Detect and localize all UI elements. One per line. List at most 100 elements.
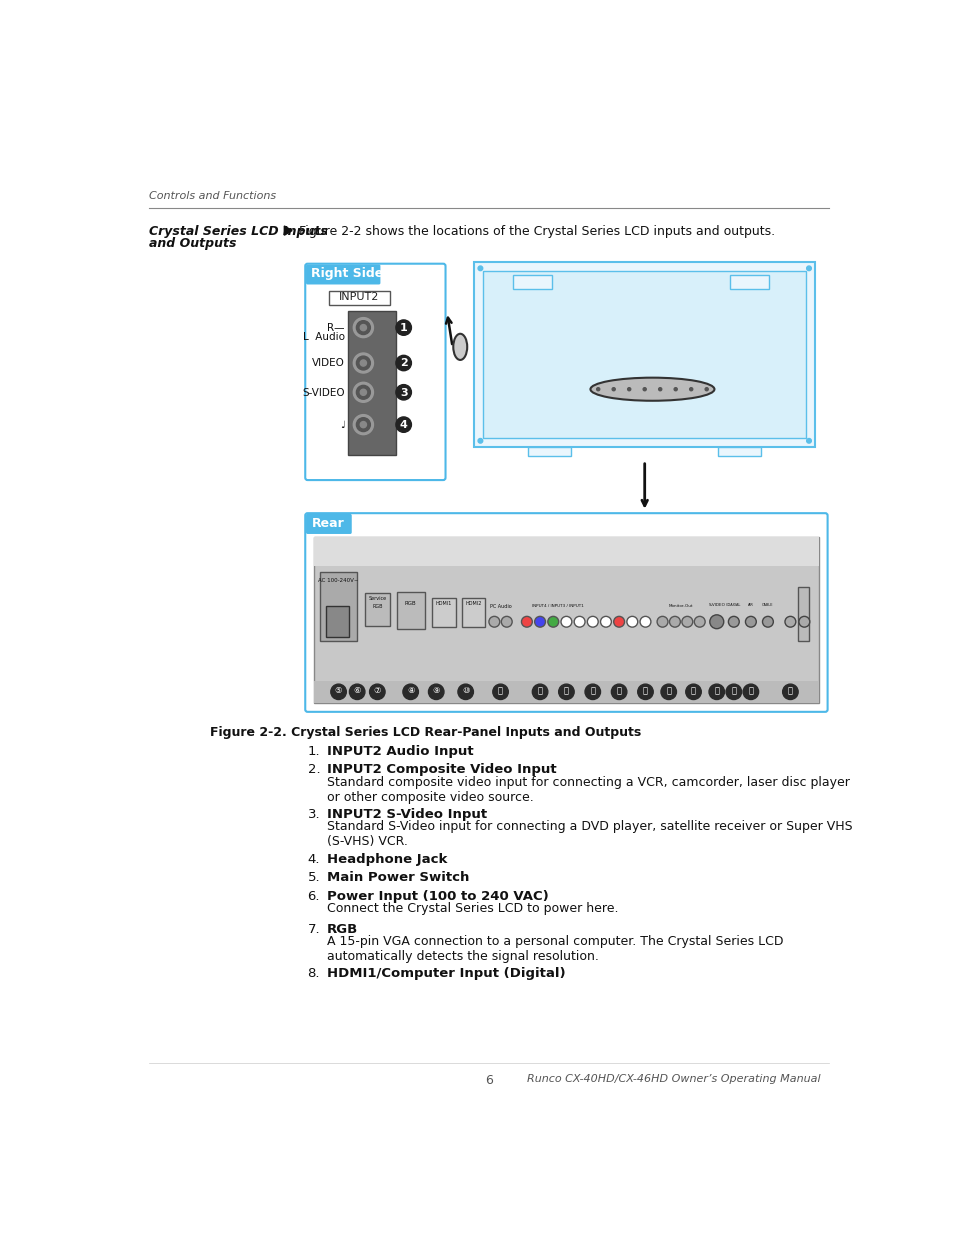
Text: INPUT2: INPUT2 — [339, 293, 379, 303]
Bar — [397, 593, 424, 630]
FancyBboxPatch shape — [305, 514, 827, 711]
Circle shape — [587, 616, 598, 627]
Circle shape — [709, 615, 723, 629]
Text: 2.: 2. — [307, 763, 320, 777]
Circle shape — [784, 616, 795, 627]
Circle shape — [477, 266, 482, 270]
Ellipse shape — [453, 333, 467, 359]
Text: ㉒: ㉒ — [787, 687, 792, 695]
Text: ⑬: ⑬ — [563, 687, 568, 695]
Text: ⑤: ⑤ — [335, 687, 342, 695]
Text: AIR: AIR — [747, 603, 753, 606]
Circle shape — [395, 417, 411, 432]
Text: R—: R— — [327, 324, 344, 333]
Text: Right Side: Right Side — [311, 267, 383, 280]
Text: ㉑: ㉑ — [747, 687, 753, 695]
Circle shape — [356, 356, 370, 370]
Circle shape — [395, 356, 411, 370]
FancyBboxPatch shape — [305, 264, 445, 480]
Circle shape — [596, 388, 599, 390]
Circle shape — [356, 385, 370, 399]
Text: Main Power Switch: Main Power Switch — [327, 871, 469, 884]
Text: ⑥: ⑥ — [353, 687, 360, 695]
Circle shape — [681, 616, 692, 627]
Circle shape — [611, 684, 626, 699]
Text: ⑱: ⑱ — [690, 687, 696, 695]
Text: INPUT4 / INPUT3 / INPUT1: INPUT4 / INPUT3 / INPUT1 — [532, 604, 583, 608]
Text: Power Input (100 to 240 VAC): Power Input (100 to 240 VAC) — [327, 889, 548, 903]
Text: Standard composite video input for connecting a VCR, camcorder, laser disc playe: Standard composite video input for conne… — [327, 776, 849, 804]
Circle shape — [395, 384, 411, 400]
Circle shape — [547, 616, 558, 627]
Text: ⑨: ⑨ — [432, 687, 439, 695]
Circle shape — [728, 616, 739, 627]
Text: Connect the Crystal Series LCD to power here.: Connect the Crystal Series LCD to power … — [327, 902, 618, 915]
Circle shape — [761, 616, 773, 627]
Bar — [483, 272, 805, 437]
Text: 2: 2 — [399, 358, 407, 368]
Circle shape — [806, 266, 810, 270]
Text: HDMI1: HDMI1 — [436, 601, 452, 606]
Text: VIDEO: VIDEO — [312, 358, 344, 368]
Circle shape — [674, 388, 677, 390]
Text: Figure 2-2 shows the locations of the Crystal Series LCD inputs and outputs.: Figure 2-2 shows the locations of the Cr… — [298, 225, 775, 238]
Circle shape — [493, 684, 508, 699]
FancyBboxPatch shape — [306, 264, 380, 284]
Bar — [319, 572, 356, 641]
Text: PC Audio: PC Audio — [489, 604, 511, 609]
Text: ⑫: ⑫ — [537, 687, 542, 695]
Text: ⑭: ⑭ — [590, 687, 595, 695]
Circle shape — [356, 417, 370, 431]
Circle shape — [744, 616, 756, 627]
Text: COAXIAL: COAXIAL — [725, 603, 740, 606]
Circle shape — [689, 388, 692, 390]
Bar — [329, 290, 390, 305]
Circle shape — [660, 684, 676, 699]
Text: RGB: RGB — [372, 604, 382, 609]
Text: 5.: 5. — [307, 871, 320, 884]
Text: L  Audio: L Audio — [302, 332, 344, 342]
Text: Crystal Series LCD Inputs: Crystal Series LCD Inputs — [149, 225, 327, 238]
Circle shape — [599, 616, 611, 627]
Circle shape — [657, 616, 667, 627]
Circle shape — [521, 616, 532, 627]
Circle shape — [742, 684, 758, 699]
Circle shape — [708, 684, 723, 699]
Circle shape — [353, 353, 373, 373]
Circle shape — [360, 325, 366, 331]
Text: RGB: RGB — [404, 601, 416, 606]
Circle shape — [806, 438, 810, 443]
Circle shape — [488, 616, 499, 627]
Text: CABLE: CABLE — [761, 603, 773, 606]
Text: ⑲: ⑲ — [714, 687, 719, 695]
Circle shape — [685, 684, 700, 699]
Text: ⑰: ⑰ — [665, 687, 671, 695]
Text: 7.: 7. — [307, 923, 320, 936]
Bar — [314, 537, 819, 703]
Bar — [314, 680, 819, 703]
Text: Standard S-Video input for connecting a DVD player, satellite receiver or Super : Standard S-Video input for connecting a … — [327, 820, 852, 848]
Circle shape — [658, 388, 661, 390]
Text: HDMI2: HDMI2 — [465, 601, 481, 606]
Circle shape — [534, 616, 545, 627]
Circle shape — [558, 684, 574, 699]
Circle shape — [612, 388, 615, 390]
Circle shape — [639, 616, 650, 627]
Circle shape — [627, 388, 630, 390]
FancyBboxPatch shape — [306, 514, 352, 534]
Text: INPUT2 Composite Video Input: INPUT2 Composite Video Input — [327, 763, 556, 777]
Circle shape — [694, 616, 704, 627]
Text: ⑳: ⑳ — [731, 687, 736, 695]
Text: 6.: 6. — [307, 889, 320, 903]
Circle shape — [642, 388, 645, 390]
Bar — [798, 587, 808, 641]
Text: and Outputs: and Outputs — [149, 237, 236, 249]
Circle shape — [428, 684, 443, 699]
Text: Service: Service — [368, 597, 386, 601]
Circle shape — [704, 388, 707, 390]
Text: Headphone Jack: Headphone Jack — [327, 852, 447, 866]
Text: 4.: 4. — [307, 852, 320, 866]
Text: ⑦: ⑦ — [374, 687, 380, 695]
Circle shape — [369, 684, 385, 699]
Circle shape — [798, 616, 809, 627]
